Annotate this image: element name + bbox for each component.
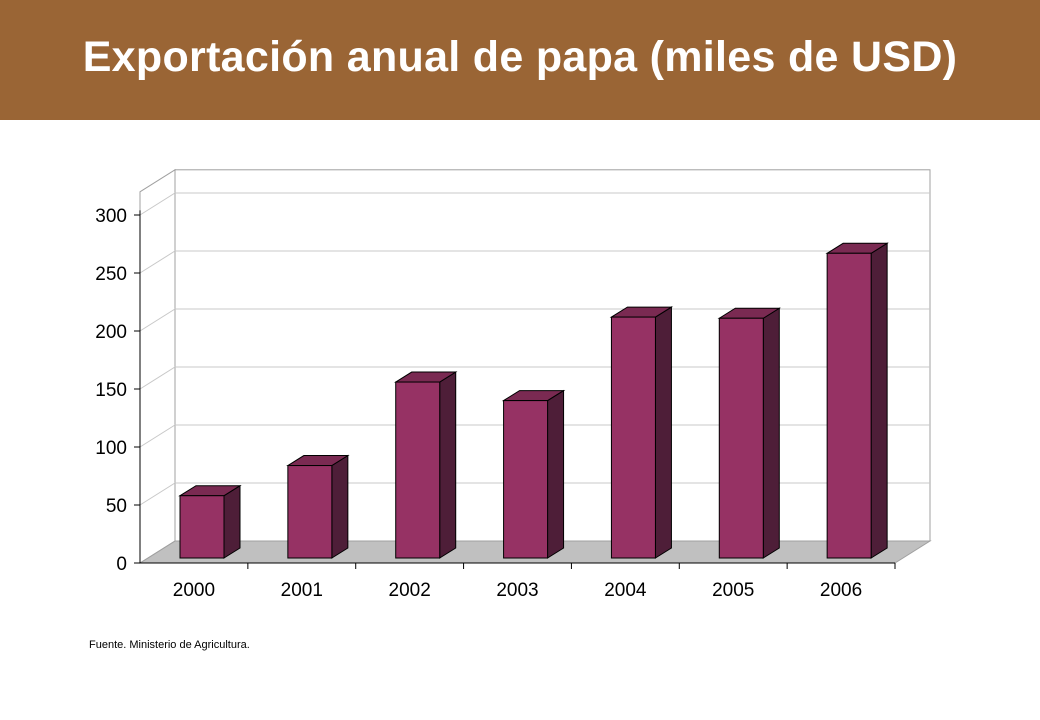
bar — [395, 381, 441, 559]
y-tick-label: 150 — [95, 380, 127, 401]
gridline — [139, 250, 930, 274]
gridline — [139, 308, 930, 332]
x-tick-label: 2000 — [173, 580, 215, 601]
gridline — [139, 424, 930, 448]
y-tick-label: 200 — [95, 322, 127, 343]
bar-side — [547, 389, 565, 559]
bar-chart: 0 50 100 150 200 250 300 2000 2001 2002 2003 2004 20… — [95, 168, 932, 601]
page-title: Exportación anual de papa (miles de USD) — [82, 32, 958, 81]
y-tick-label: 100 — [95, 438, 127, 459]
bar-side — [331, 454, 349, 559]
y-tick-label: 250 — [95, 264, 127, 285]
bar — [610, 316, 656, 559]
bar-side — [654, 306, 672, 559]
gridline — [139, 482, 930, 506]
x-tick-label: 2004 — [604, 580, 647, 601]
side-wall — [139, 168, 176, 564]
bar — [826, 252, 872, 559]
bar-side — [223, 484, 241, 559]
y-tick-label: 0 — [116, 554, 127, 575]
y-tick-label: 300 — [95, 206, 127, 227]
gridline — [139, 192, 930, 216]
bar — [718, 317, 764, 559]
x-tick-label: 2001 — [281, 580, 323, 601]
title-banner: Exportación anual de papa (miles de USD) — [0, 0, 1040, 120]
x-tick-label: 2006 — [820, 580, 862, 601]
y-tick-label: 50 — [106, 496, 127, 517]
bar — [503, 400, 549, 559]
bar — [287, 465, 333, 559]
x-tick-label: 2002 — [389, 580, 431, 601]
bar-side — [870, 242, 888, 559]
bar-side — [439, 371, 457, 559]
gridline — [139, 366, 930, 390]
source-note: Fuente. Ministerio de Agricultura. — [89, 639, 250, 651]
x-tick-label: 2005 — [712, 580, 754, 601]
bar-side — [762, 307, 780, 559]
x-tick-label: 2003 — [496, 580, 538, 601]
bar — [179, 495, 225, 559]
